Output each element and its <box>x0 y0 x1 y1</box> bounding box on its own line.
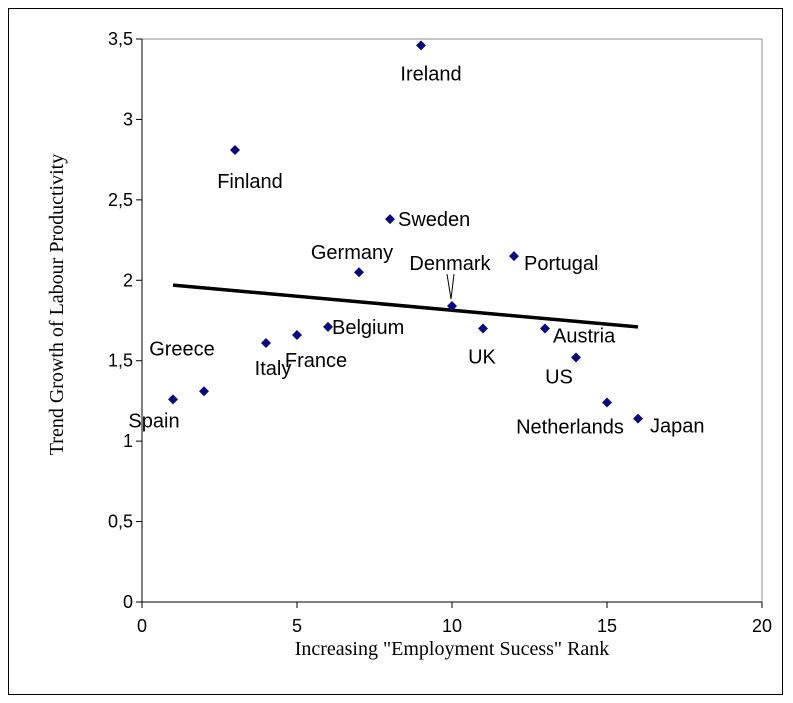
y-tick-label: 2,5 <box>108 190 133 210</box>
point-label: Italy <box>255 358 292 380</box>
data-point-marker <box>540 323 550 334</box>
y-tick-label: 2 <box>123 270 133 290</box>
point-label: France <box>285 350 347 372</box>
denmark-callout-line <box>446 273 452 300</box>
x-tick-label: 15 <box>597 616 617 636</box>
data-point-marker <box>168 394 178 405</box>
data-points <box>168 40 643 424</box>
data-point-marker <box>261 338 271 349</box>
y-axis-title: Trend Growth of Labour Productivity <box>46 154 68 455</box>
data-point-marker <box>199 386 209 397</box>
trendline <box>172 283 639 329</box>
data-point-marker <box>478 323 488 334</box>
data-point-marker <box>633 413 643 424</box>
point-label: Belgium <box>332 317 404 339</box>
point-label: Portugal <box>524 253 599 275</box>
trendline-group <box>172 283 639 329</box>
point-label: Ireland <box>400 63 461 85</box>
data-point-marker <box>416 40 426 51</box>
point-label: Greece <box>149 338 215 360</box>
x-tick-label: 10 <box>442 616 462 636</box>
data-point-marker <box>602 397 612 408</box>
data-point-marker <box>447 301 457 312</box>
point-label: Finland <box>217 171 283 193</box>
point-label: Austria <box>553 326 616 348</box>
point-label: Denmark <box>409 253 491 275</box>
chart-frame: 0 5 10 15 20 0 0,5 1 1,5 2 2,5 3 3,5 Spain Greece Finl… <box>8 8 783 695</box>
y-tick-label: 1,5 <box>108 351 133 371</box>
plot-area <box>142 38 763 602</box>
data-point-marker <box>354 267 364 278</box>
point-label: Netherlands <box>516 417 624 439</box>
y-tick-label: 1 <box>123 431 133 451</box>
denmark-callout-line <box>450 273 455 300</box>
data-point-marker <box>230 144 240 155</box>
x-tick-label: 20 <box>752 616 772 636</box>
scatter-chart: 0 5 10 15 20 0 0,5 1 1,5 2 2,5 3 3,5 Spain Greece Finl… <box>46 29 772 660</box>
data-point-marker <box>509 251 519 262</box>
x-axis-title: Increasing "Employment Sucess" Rank <box>295 638 610 660</box>
point-label: UK <box>468 347 496 369</box>
x-tick-label: 0 <box>137 616 147 636</box>
point-label: Sweden <box>398 209 470 231</box>
point-label: US <box>545 366 573 388</box>
point-label: Japan <box>650 416 705 438</box>
axes: 0 5 10 15 20 0 0,5 1 1,5 2 2,5 3 3,5 <box>108 29 772 636</box>
data-point-marker <box>571 352 581 363</box>
data-point-marker <box>292 329 302 340</box>
data-point-marker <box>385 214 395 225</box>
point-label: Spain <box>128 410 179 432</box>
y-tick-label: 3 <box>123 109 133 129</box>
y-tick-label: 0,5 <box>108 512 133 532</box>
data-point-marker <box>323 321 333 332</box>
y-tick-label: 0 <box>123 592 133 612</box>
x-tick-label: 5 <box>292 616 302 636</box>
point-label: Germany <box>311 242 393 264</box>
y-tick-label: 3,5 <box>108 29 133 49</box>
